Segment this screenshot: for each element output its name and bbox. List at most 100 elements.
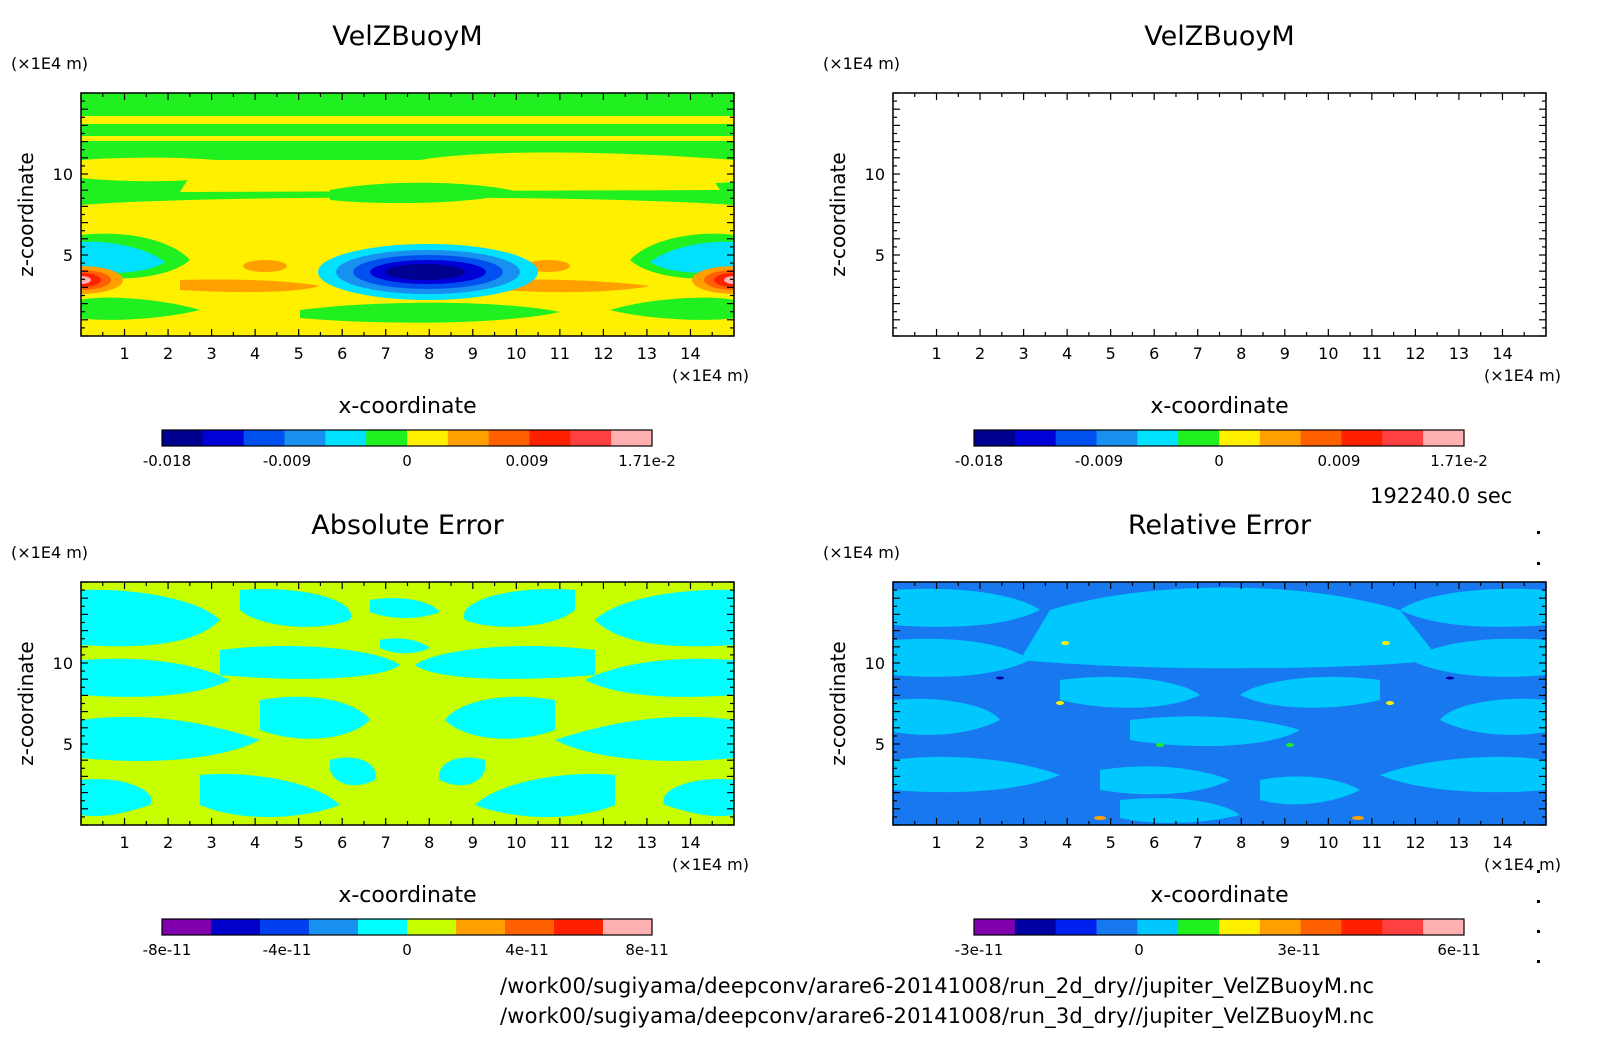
x-tick-label: 1 <box>931 344 941 363</box>
x-tick-label: 11 <box>1362 344 1382 363</box>
colorbar-swatch <box>162 430 204 446</box>
x-tick-label: 12 <box>1405 344 1425 363</box>
panel-absolute-error <box>81 582 734 825</box>
x-tick-label: 6 <box>1149 344 1159 363</box>
x-tick-label: 7 <box>381 344 391 363</box>
colorbar-swatch <box>358 919 408 935</box>
x-tick-label: 5 <box>1106 344 1116 363</box>
x-tick-label: 6 <box>1149 833 1159 852</box>
x-tick-label: 9 <box>1280 833 1290 852</box>
colorbar-swatch <box>1137 919 1179 935</box>
x-tick-label: 5 <box>294 344 304 363</box>
colorbar-tick-label: 0.009 <box>506 452 549 470</box>
x-tick-label: 10 <box>506 833 526 852</box>
colorbar-tick-label: 0 <box>1134 941 1144 959</box>
colorbar-swatch <box>1055 430 1097 446</box>
y-unit-label: (×1E4 m) <box>11 543 88 562</box>
contour-field-velz-left <box>81 93 734 336</box>
x-tick-label: 2 <box>975 344 985 363</box>
x-tick-label: 1 <box>931 833 941 852</box>
colorbar-swatch <box>1219 430 1261 446</box>
colorbar-swatch <box>1178 430 1220 446</box>
colorbar-tick-label: -0.009 <box>1075 452 1123 470</box>
colorbar-swatch <box>407 919 457 935</box>
y-tick-label: 5 <box>875 246 885 265</box>
x-tick-label: 13 <box>637 833 657 852</box>
colorbar-swatch <box>1341 919 1383 935</box>
x-tick-label: 7 <box>1193 833 1203 852</box>
x-tick-label: 3 <box>207 344 217 363</box>
colorbar-swatch <box>456 919 506 935</box>
x-tick-label: 3 <box>1019 344 1029 363</box>
colorbar-tick-label: -0.009 <box>263 452 311 470</box>
y-unit-label: (×1E4 m) <box>823 543 900 562</box>
colorbar-swatch <box>974 430 1016 446</box>
x-tick-label: 4 <box>1062 833 1072 852</box>
colorbar-swatch <box>488 430 530 446</box>
colorbar-tick-label: 0 <box>1214 452 1224 470</box>
colorbar-tick-label: 1.71e-2 <box>1430 452 1488 470</box>
x-tick-label: 14 <box>680 344 700 363</box>
colorbar-swatch <box>554 919 604 935</box>
y-tick-label: 10 <box>53 654 73 673</box>
colorbar-swatch <box>1259 919 1302 935</box>
colorbar-swatch <box>366 430 408 446</box>
x-tick-label: 7 <box>381 833 391 852</box>
file-path-2d: /work00/sugiyama/deepconv/arare6-2014100… <box>500 974 1375 998</box>
x-tick-label: 2 <box>163 833 173 852</box>
colorbar-tick-label: -0.018 <box>955 452 1003 470</box>
colorbar-tick-label: 0 <box>402 452 412 470</box>
x-tick-label: 5 <box>294 833 304 852</box>
x-tick-label: 1 <box>119 344 129 363</box>
x-tick-label: 1 <box>119 833 129 852</box>
chart-title: VelZBuoyM <box>332 21 482 52</box>
x-tick-label: 13 <box>1449 833 1469 852</box>
colorbar-swatch <box>611 430 653 446</box>
margin-dot <box>1537 531 1540 534</box>
colorbar-swatch <box>1300 430 1342 446</box>
x-tick-label: 4 <box>250 833 260 852</box>
x-tick-label: 8 <box>424 344 434 363</box>
colorbar-tick-label: 0 <box>402 941 412 959</box>
colorbar-swatch <box>1423 919 1465 935</box>
x-tick-label: 12 <box>593 833 613 852</box>
colorbar-swatch <box>202 430 245 446</box>
contour-field-velz-right <box>851 93 1588 336</box>
y-tick-label: 5 <box>63 735 73 754</box>
x-tick-label: 13 <box>637 344 657 363</box>
x-tick-label: 10 <box>1318 344 1338 363</box>
colorbar-swatch <box>1341 430 1383 446</box>
x-tick-label: 11 <box>1362 833 1382 852</box>
colorbar-swatch <box>1055 919 1097 935</box>
colorbar-tick-label: 1.71e-2 <box>618 452 676 470</box>
colorbar-frame <box>161 429 653 447</box>
colorbar-frame <box>161 918 653 936</box>
colorbar-tick-label: 3e-11 <box>1277 941 1320 959</box>
x-unit-label: (×1E4 m) <box>672 855 749 874</box>
colorbar-swatch <box>529 430 571 446</box>
colorbar-swatch <box>1423 430 1465 446</box>
colorbar-swatch <box>162 919 212 935</box>
x-tick-label: 7 <box>1193 344 1203 363</box>
colorbar-swatch <box>1178 919 1220 935</box>
chart-title: Absolute Error <box>311 510 504 541</box>
x-tick-label: 10 <box>1318 833 1338 852</box>
colorbar-swatch <box>284 430 326 446</box>
y-unit-label: (×1E4 m) <box>11 54 88 73</box>
chart-title: VelZBuoyM <box>1144 21 1294 52</box>
margin-dot <box>1537 870 1540 873</box>
x-tick-label: 12 <box>593 344 613 363</box>
x-tick-label: 9 <box>468 344 478 363</box>
colorbar-tick-label: -3e-11 <box>955 941 1004 959</box>
x-tick-label: 6 <box>337 344 347 363</box>
colorbar-swatch <box>325 430 367 446</box>
colorbar-swatch <box>1096 430 1138 446</box>
x-tick-label: 14 <box>1492 344 1512 363</box>
colorbar-swatch <box>1137 430 1179 446</box>
y-tick-label: 10 <box>865 165 885 184</box>
y-tick-label: 5 <box>875 735 885 754</box>
colorbar-tick-label: -8e-11 <box>143 941 192 959</box>
y-axis-label: z-coordinate <box>14 152 38 276</box>
x-tick-label: 11 <box>550 344 570 363</box>
colorbar-tick-label: -4e-11 <box>263 941 312 959</box>
